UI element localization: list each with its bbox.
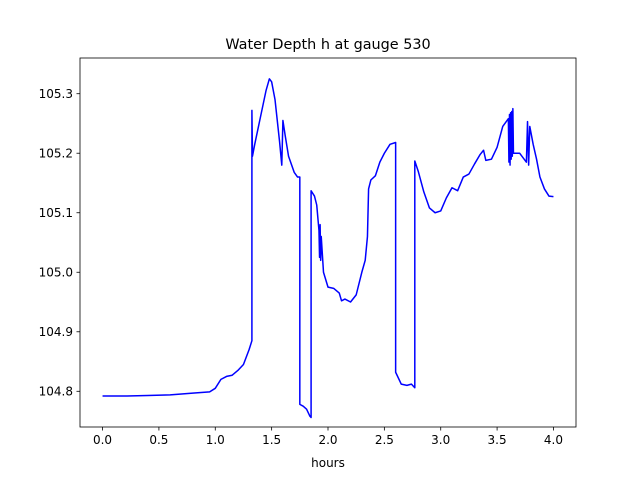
y-axis: 104.8 104.9 105.0 105.1 105.2 105.3 [39,87,80,398]
plot-area [79,57,577,428]
x-tick-label: 2.0 [318,433,337,447]
y-tick-label: 104.9 [39,325,73,339]
x-tick-label: 3.5 [488,433,507,447]
series-line-0 [102,78,554,419]
x-tick-label: 2.5 [375,433,394,447]
x-axis: 0.0 0.5 1.0 1.5 2.0 2.5 3.0 3.5 4.0 [93,427,563,447]
y-tick-label: 104.8 [39,384,73,398]
plot-frame [79,57,577,428]
y-tick-label: 105.3 [39,87,73,101]
y-tick-label: 105.1 [39,206,73,220]
x-axis-label: hours [311,456,345,470]
x-tick-label: 0.5 [149,433,168,447]
y-tick-label: 105.2 [39,146,73,160]
chart-title: Water Depth h at gauge 530 [225,37,430,53]
y-tick-label: 105.0 [39,265,73,279]
x-tick-label: 4.0 [544,433,563,447]
x-tick-label: 1.0 [206,433,225,447]
x-tick-label: 0.0 [93,433,112,447]
x-tick-label: 1.5 [262,433,281,447]
x-tick-label: 3.0 [431,433,450,447]
